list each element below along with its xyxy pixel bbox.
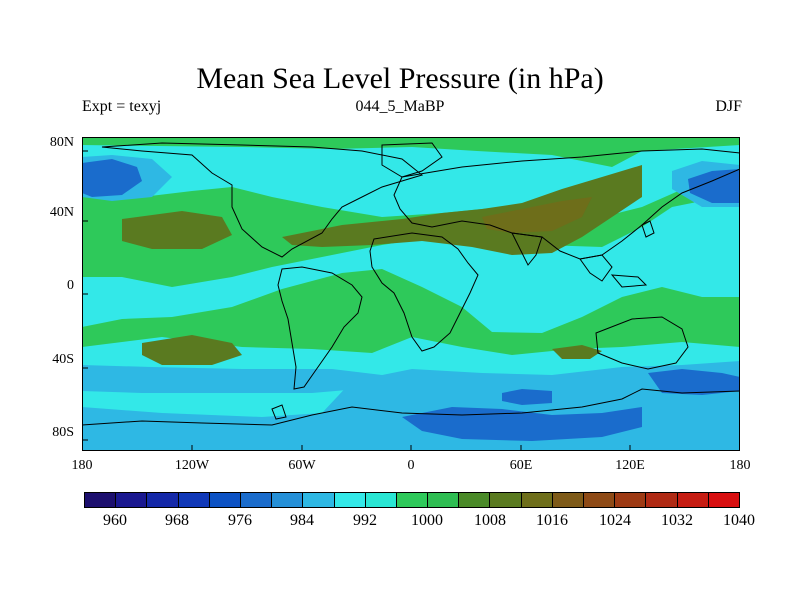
- lat-tick-label-80n: 80N: [49, 135, 74, 150]
- colorbar-label-1000: 1000: [411, 512, 443, 529]
- lat-tick-label-40s: 40S: [52, 352, 74, 367]
- colorbar-swatch-18: [646, 493, 678, 507]
- colorbar-label-976: 976: [228, 512, 252, 529]
- lon-tick-label-60e: 60E: [509, 458, 533, 473]
- plot-title: Mean Sea Level Pressure (in hPa): [196, 62, 604, 95]
- colorbar-swatch-9: [365, 493, 397, 507]
- colorbar-label-968: 968: [165, 512, 189, 529]
- colorbar-swatch-20: [708, 493, 739, 507]
- period-label: 044_5_MaBP: [355, 98, 445, 115]
- colorbar-swatch-13: [490, 493, 522, 507]
- colorbar-swatch-17: [615, 493, 647, 507]
- lon-tick-label-180e: 180: [729, 458, 751, 473]
- map-ticks: [82, 150, 631, 451]
- lon-tick-label-60w: 60W: [288, 458, 316, 473]
- experiment-label: Expt = texyj: [82, 98, 162, 115]
- colorbar-swatch-2: [147, 493, 179, 507]
- colorbar-swatch-7: [303, 493, 335, 507]
- colorbar-swatch-11: [428, 493, 460, 507]
- high-pressure-olive-regions: [122, 165, 642, 365]
- colorbar-label-1040: 1040: [723, 512, 755, 529]
- colorbar-swatch-15: [552, 493, 584, 507]
- pressure-map: [82, 137, 740, 451]
- colorbar-label-1016: 1016: [536, 512, 568, 529]
- colorbar-swatch-6: [272, 493, 304, 507]
- colorbar-label-1032: 1032: [661, 512, 693, 529]
- colorbar-swatch-12: [459, 493, 491, 507]
- lon-tick-label-120e: 120E: [615, 458, 645, 473]
- lon-tick-label-120w: 120W: [174, 458, 210, 473]
- colorbar-swatch-0: [85, 493, 117, 507]
- colorbar-label-960: 960: [103, 512, 127, 529]
- coastlines: [82, 142, 740, 426]
- lat-tick-label-40n: 40N: [49, 205, 74, 220]
- colorbar-label-984: 984: [290, 512, 314, 529]
- colorbar: [84, 492, 740, 508]
- colorbar-swatch-19: [677, 493, 709, 507]
- lon-tick-label-180w: 180: [71, 458, 93, 473]
- colorbar-swatch-16: [584, 493, 616, 507]
- colorbar-swatch-1: [116, 493, 148, 507]
- lat-tick-label-80s: 80S: [52, 425, 74, 440]
- colorbar-label-992: 992: [353, 512, 377, 529]
- colorbar-swatch-10: [396, 493, 429, 507]
- lat-tick-label-eq: 0: [67, 278, 74, 293]
- lon-tick-label-0: 0: [407, 458, 415, 473]
- high-pressure-brown-regions: [482, 197, 592, 233]
- colorbar-swatch-3: [178, 493, 210, 507]
- colorbar-swatch-14: [521, 493, 553, 507]
- season-label: DJF: [715, 98, 742, 115]
- colorbar-swatch-5: [240, 493, 273, 507]
- colorbar-swatch-8: [334, 493, 366, 507]
- colorbar-swatch-4: [209, 493, 241, 507]
- colorbar-label-1008: 1008: [474, 512, 506, 529]
- colorbar-label-1024: 1024: [599, 512, 631, 529]
